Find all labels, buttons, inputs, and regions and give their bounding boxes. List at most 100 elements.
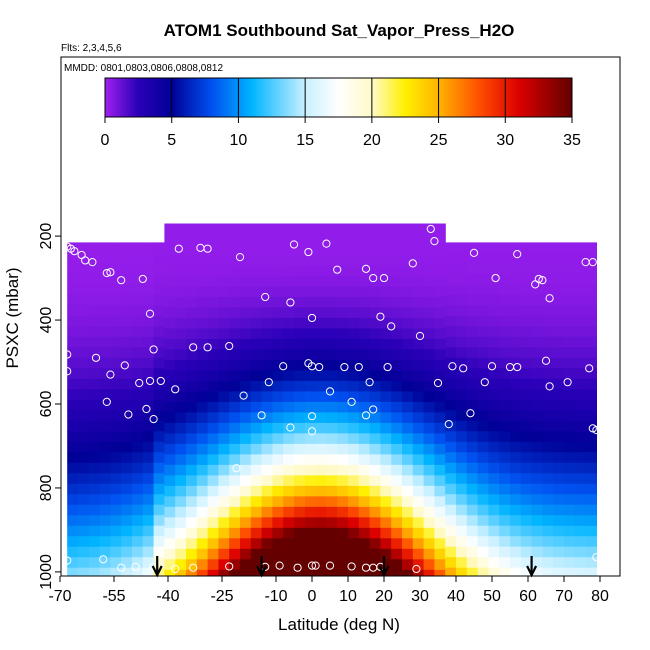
heatmap-cell <box>445 263 457 275</box>
heatmap-cell <box>121 504 133 516</box>
heatmap-cell <box>207 527 219 539</box>
x-tick-label: 50 <box>483 588 501 605</box>
heatmap-cell <box>132 525 144 537</box>
heatmap-cell <box>456 284 468 296</box>
heatmap-cell <box>488 536 500 548</box>
heatmap-cell <box>542 378 554 390</box>
heatmap-cell <box>542 336 554 348</box>
heatmap-cell <box>175 296 187 309</box>
heatmap-cell <box>229 496 241 508</box>
heatmap-cell <box>574 515 587 527</box>
heatmap-cell <box>445 273 457 285</box>
heatmap-cell <box>153 441 165 453</box>
heatmap-cell <box>153 483 165 495</box>
heatmap-cell <box>358 538 371 550</box>
heatmap-cell <box>574 441 587 453</box>
heatmap-cell <box>315 338 327 351</box>
heatmap-cell <box>434 359 446 372</box>
heatmap-cell <box>326 485 338 497</box>
heatmap-cell <box>531 462 543 474</box>
heatmap-cell <box>434 496 446 508</box>
heatmap-cell <box>348 244 360 256</box>
heatmap-cell <box>164 275 176 288</box>
heatmap-cell <box>304 548 317 560</box>
heatmap-cell <box>196 506 209 518</box>
heatmap-cell <box>99 452 111 464</box>
heatmap-cell <box>488 452 500 464</box>
heatmap-cell <box>99 462 111 474</box>
heatmap-cell <box>488 336 500 348</box>
heatmap-cell <box>434 328 446 340</box>
heatmap-cell <box>412 286 425 298</box>
heatmap-cell <box>412 464 425 476</box>
heatmap-cell <box>348 391 360 403</box>
heatmap-cell <box>574 305 587 317</box>
heatmap-cell <box>121 536 133 548</box>
heatmap-cell <box>466 504 479 516</box>
heatmap-cell <box>564 525 576 537</box>
heatmap-cell <box>510 462 522 474</box>
heatmap-cell <box>585 431 597 443</box>
heatmap-cell <box>99 378 111 390</box>
y-tick-label: 800 <box>38 475 55 502</box>
heatmap-cell <box>369 234 381 246</box>
heatmap-cell <box>402 391 414 403</box>
heatmap-cell <box>564 273 576 285</box>
heatmap-cell <box>337 527 349 539</box>
heatmap-cell <box>564 420 576 432</box>
sample-point <box>261 292 270 302</box>
heatmap-cell <box>78 326 90 338</box>
heatmap-cell <box>78 504 90 516</box>
heatmap-cell <box>304 265 317 277</box>
heatmap-cell <box>499 515 511 527</box>
heatmap-cell <box>99 410 111 422</box>
heatmap-cell <box>510 557 522 569</box>
heatmap-cell <box>564 452 576 464</box>
heatmap-cell <box>88 410 101 422</box>
heatmap-cell <box>283 496 295 508</box>
heatmap-cell <box>110 357 122 369</box>
heatmap-cell <box>466 347 479 359</box>
heatmap-cell <box>466 252 479 264</box>
heatmap-cell <box>229 401 241 413</box>
heatmap-cell <box>261 569 273 576</box>
heatmap-cell <box>434 506 446 518</box>
heatmap-cell <box>585 378 597 390</box>
heatmap-cell <box>585 399 597 411</box>
heatmap-cell <box>207 433 219 445</box>
heatmap-cell <box>196 559 209 571</box>
heatmap-cell <box>250 338 263 351</box>
heatmap-cell <box>348 401 360 413</box>
heatmap-cell <box>445 242 457 254</box>
heatmap-cell <box>294 380 306 393</box>
heatmap-cell <box>542 504 554 516</box>
heatmap-cell <box>574 252 587 264</box>
sample-point <box>365 378 374 387</box>
heatmap-cell <box>358 338 371 351</box>
heatmap-cell <box>132 567 144 576</box>
heatmap-cell <box>445 494 457 506</box>
heatmap-cell <box>164 223 176 235</box>
heatmap-cell <box>186 265 198 277</box>
heatmap-cell <box>445 294 457 306</box>
heatmap-cell <box>153 263 165 275</box>
heatmap-cell <box>175 517 187 529</box>
heatmap-cell <box>412 244 425 256</box>
heatmap-cell <box>304 370 317 382</box>
heatmap-cell <box>531 389 543 401</box>
heatmap-cell <box>585 515 597 527</box>
heatmap-cell <box>196 265 209 277</box>
heatmap-cell <box>186 464 198 476</box>
heatmap-cell <box>175 370 187 382</box>
heatmap-cell <box>153 368 165 380</box>
sample-point <box>91 353 101 362</box>
heatmap-cell <box>207 391 219 403</box>
heatmap-cell <box>186 338 198 351</box>
heatmap-cell <box>369 527 381 539</box>
heatmap-cell <box>369 433 381 445</box>
heatmap-cell <box>585 357 597 369</box>
heatmap-cell <box>423 569 435 576</box>
heatmap-cell <box>564 326 576 338</box>
heatmap-cell <box>574 536 587 548</box>
heatmap-cell <box>315 244 327 256</box>
